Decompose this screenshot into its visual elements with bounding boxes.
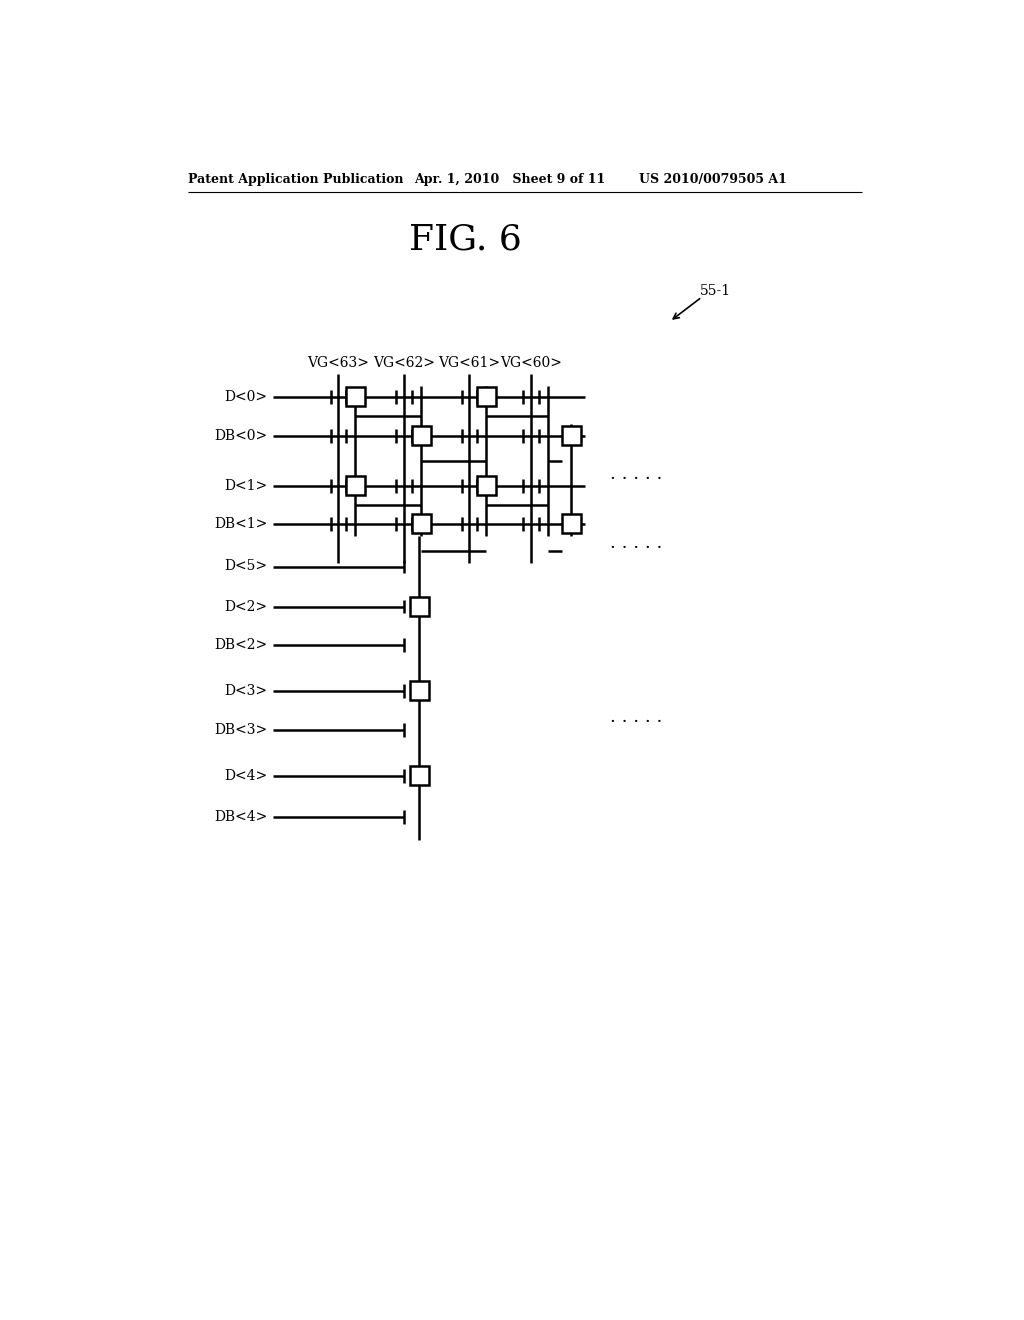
Text: D<3>: D<3> <box>224 684 267 698</box>
Bar <box>412 515 431 533</box>
Text: D<0>: D<0> <box>224 391 267 404</box>
Text: Patent Application Publication: Patent Application Publication <box>188 173 403 186</box>
Text: US 2010/0079505 A1: US 2010/0079505 A1 <box>639 173 786 186</box>
Text: D<1>: D<1> <box>224 479 267 492</box>
Text: D<2>: D<2> <box>224 599 267 614</box>
Bar <box>346 475 366 495</box>
Bar <box>477 387 497 407</box>
Bar <box>562 425 581 445</box>
Text: D<4>: D<4> <box>224 770 267 783</box>
Bar <box>562 515 581 533</box>
Text: DB<1>: DB<1> <box>214 517 267 531</box>
Text: . . . . .: . . . . . <box>609 708 662 726</box>
Text: Apr. 1, 2010   Sheet 9 of 11: Apr. 1, 2010 Sheet 9 of 11 <box>414 173 605 186</box>
Text: FIG. 6: FIG. 6 <box>410 222 522 256</box>
Text: . . . . .: . . . . . <box>609 465 662 483</box>
Bar <box>477 475 497 495</box>
Bar <box>410 597 429 615</box>
Text: VG<62>: VG<62> <box>373 356 435 370</box>
Text: . . . . .: . . . . . <box>609 535 662 552</box>
Text: VG<61>: VG<61> <box>438 356 501 370</box>
Text: DB<4>: DB<4> <box>214 809 267 824</box>
Bar <box>410 766 429 785</box>
Text: DB<2>: DB<2> <box>214 638 267 652</box>
Text: VG<63>: VG<63> <box>307 356 370 370</box>
Text: DB<0>: DB<0> <box>214 429 267 442</box>
Text: VG<60>: VG<60> <box>500 356 562 370</box>
Text: DB<3>: DB<3> <box>214 723 267 737</box>
Text: 55-1: 55-1 <box>700 284 731 298</box>
Bar <box>412 425 431 445</box>
Text: D<5>: D<5> <box>224 560 267 573</box>
Bar <box>410 681 429 701</box>
Bar <box>346 387 366 407</box>
